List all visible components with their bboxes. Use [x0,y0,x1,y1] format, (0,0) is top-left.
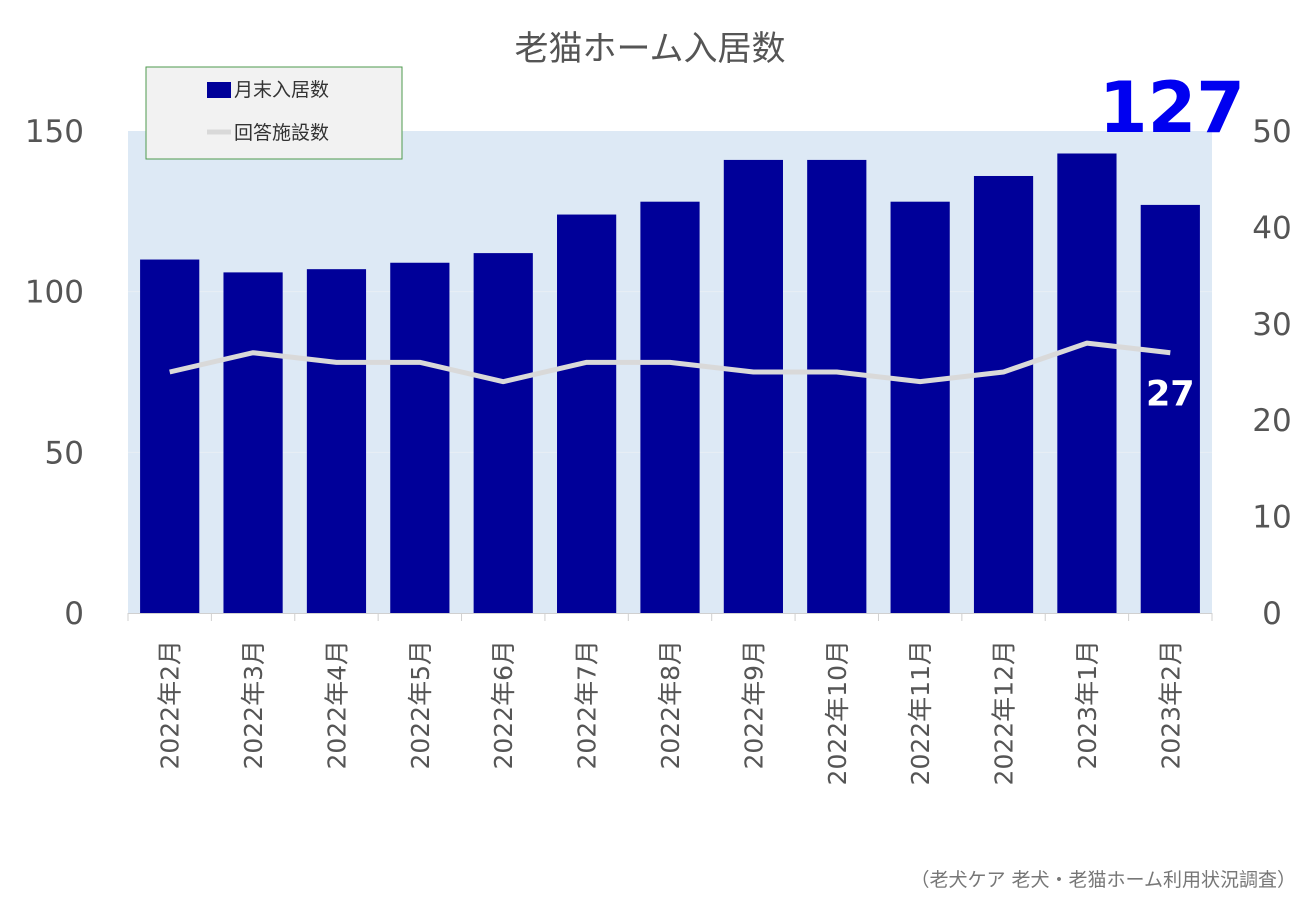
bar [973,175,1034,613]
y-right-tick-label: 10 [1252,500,1291,536]
x-axis-ticks [127,613,1213,621]
y-right-tick-label: 0 [1262,596,1282,632]
bar [1140,204,1200,613]
y-axis-right-labels: 0 10 20 30 40 50 [1252,114,1291,632]
bar [390,262,450,613]
y-axis-left-labels: 0 50 100 150 [25,114,84,632]
bar [223,272,283,613]
x-tick-label: 2022年3月 [239,640,268,770]
bar [723,159,783,614]
x-tick-label: 2022年6月 [489,640,518,770]
legend-label-line: 回答施設数 [234,122,329,144]
y-right-tick-label: 50 [1252,114,1291,150]
bar [140,259,200,613]
x-tick-label: 2023年2月 [1156,640,1185,770]
bar [807,159,867,614]
x-tick-label: 2022年5月 [406,640,435,770]
x-tick-label: 2022年8月 [656,640,685,770]
legend-label-bar: 月末入居数 [234,79,329,101]
legend-swatch-bar [207,82,231,98]
x-tick-label: 2022年9月 [739,640,768,770]
bar [306,269,367,613]
x-axis-labels: 2022年2月 2022年3月 2022年4月 2022年5月 2022年6月 2022年… [156,640,1186,785]
x-tick-label: 2022年12月 [990,640,1019,785]
chart-title: 老猫ホーム入居数 [515,29,786,69]
x-tick-label: 2022年11月 [906,640,935,785]
x-tick-label: 2022年2月 [156,640,185,770]
legend-box [145,66,403,160]
x-tick-label: 2022年7月 [573,640,602,770]
bar [890,201,950,613]
bar [557,214,617,613]
bar [1057,153,1117,613]
bar-series [140,153,1200,614]
x-tick-label: 2022年4月 [322,640,351,770]
line-series [169,340,1171,385]
y-left-tick-label: 0 [64,596,84,632]
y-left-tick-label: 100 [25,275,84,311]
y-left-tick-label: 50 [45,435,84,471]
source-note: （老犬ケア 老犬・老猫ホーム利用状況調査） [911,869,1296,891]
x-tick-label: 2022年10月 [823,640,852,785]
bar [640,201,700,613]
line-end-label: 27 [1146,375,1195,415]
y-left-tick-label: 150 [25,114,84,150]
highlight-value: 127 [1099,67,1245,149]
legend: 月末入居数 回答施設数 [145,66,403,160]
y-right-tick-label: 20 [1252,403,1291,439]
y-right-tick-label: 40 [1252,210,1291,246]
y-right-tick-label: 30 [1252,307,1291,343]
x-tick-label: 2023年1月 [1073,640,1102,770]
bar [473,253,533,613]
